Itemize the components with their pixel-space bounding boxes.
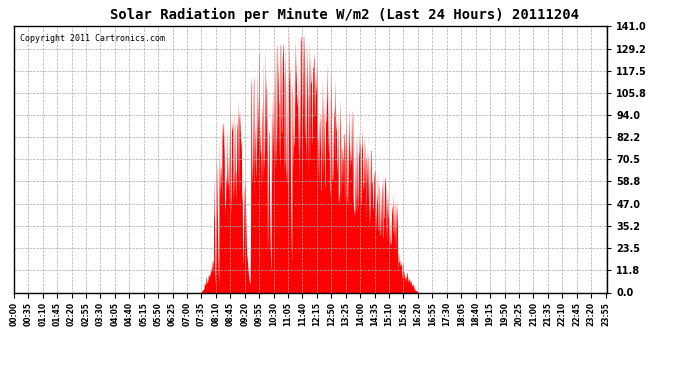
Text: Solar Radiation per Minute W/m2 (Last 24 Hours) 20111204: Solar Radiation per Minute W/m2 (Last 24… [110, 8, 580, 22]
Text: Copyright 2011 Cartronics.com: Copyright 2011 Cartronics.com [20, 34, 165, 43]
